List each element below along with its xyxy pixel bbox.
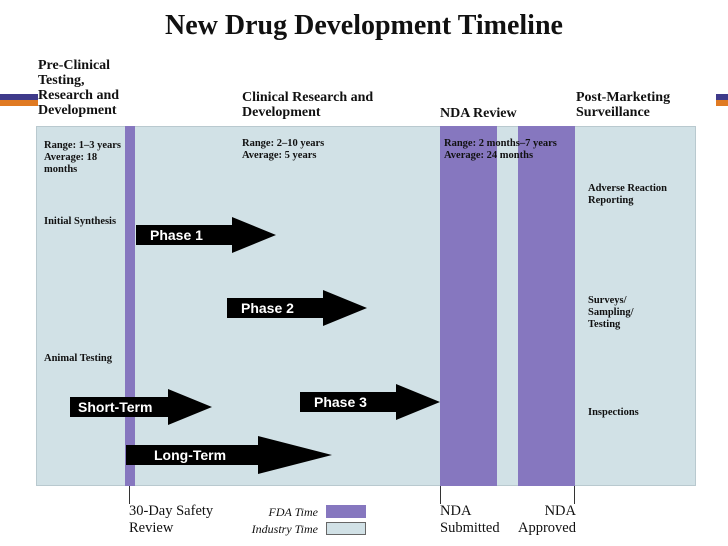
arrow-shape-long-term	[126, 436, 332, 474]
activity-adverse-reaction: Adverse Reaction Reporting	[588, 183, 668, 206]
arrow-label-short-term: Short-Term	[78, 399, 153, 415]
tick-safety-review	[129, 486, 130, 504]
legend-swatch-fda	[326, 505, 366, 518]
tick-nda-submitted	[440, 486, 441, 504]
arrow-label-long-term: Long-Term	[154, 447, 227, 463]
arrow-label-phase-1: Phase 1	[150, 227, 203, 243]
arrow-shape-phase-2	[227, 290, 367, 326]
phase-header-post-marketing: Post-Marketing Surveillance	[576, 90, 671, 120]
activity-animal-testing: Animal Testing	[44, 353, 112, 364]
fda-band-nda-review-2	[518, 126, 575, 486]
arrow-phase-1: Phase 1	[136, 217, 276, 253]
decorative-bar-right	[716, 94, 728, 106]
activity-surveys: Surveys/ Sampling/ Testing	[588, 295, 634, 330]
milestone-nda-submitted: NDA Submitted	[440, 503, 500, 536]
phase-header-clinical: Clinical Research and Development	[242, 90, 374, 120]
arrow-shape-short-term	[70, 389, 212, 425]
phase-header-preclinical: Pre-Clinical Testing, Research and Devel…	[38, 58, 120, 118]
range-preclinical: Range: 1–3 years Average: 18 months	[44, 140, 121, 175]
arrow-label-phase-2: Phase 2	[241, 300, 294, 316]
tick-nda-approved	[574, 486, 575, 504]
arrow-short-term: Short-Term	[70, 389, 212, 425]
legend-swatch-industry	[326, 522, 366, 535]
activity-inspections: Inspections	[588, 407, 639, 418]
legend-label-industry: Industry Time	[251, 522, 318, 536]
fda-band-safety-review	[125, 126, 135, 486]
industry-time-panel	[36, 126, 696, 486]
arrow-shape-phase-1	[136, 217, 276, 253]
fda-band-nda-review-1	[440, 126, 497, 486]
range-clinical: Range: 2–10 years Average: 5 years	[242, 138, 325, 161]
arrow-phase-2: Phase 2	[227, 290, 367, 326]
arrow-label-phase-3: Phase 3	[314, 394, 367, 410]
diagram-title: New Drug Development Timeline	[165, 10, 563, 41]
arrow-long-term: Long-Term	[126, 436, 332, 474]
milestone-safety-review: 30-Day Safety Review	[129, 503, 214, 536]
milestone-nda-approved: NDA Approved	[518, 503, 576, 536]
activity-initial-synthesis: Initial Synthesis	[44, 216, 117, 227]
arrow-phase-3: Phase 3	[300, 384, 440, 420]
legend-label-fda: FDA Time	[268, 505, 318, 519]
phase-header-nda-review: NDA Review	[440, 106, 517, 121]
range-nda: Range: 2 months–7 years Average: 24 mont…	[444, 138, 557, 161]
decorative-bar-left	[0, 94, 38, 106]
arrow-shape-phase-3	[300, 384, 440, 420]
